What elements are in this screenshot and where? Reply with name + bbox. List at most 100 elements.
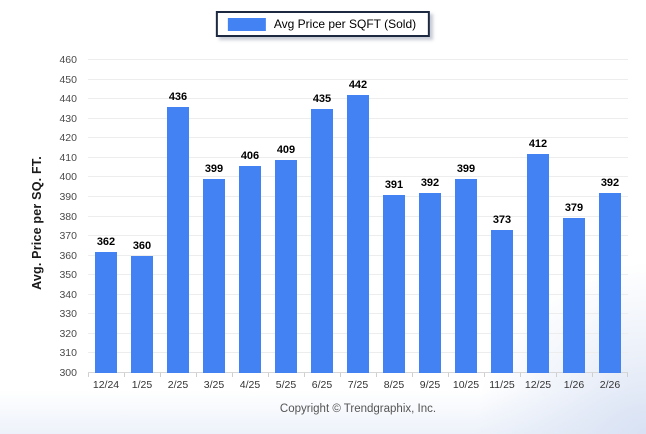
y-tick-label: 330 (59, 308, 77, 321)
bar-slot: 399 10/25 (448, 60, 484, 391)
bar-slot: 360 1/25 (124, 60, 160, 391)
bar-slot: 435 6/25 (304, 60, 340, 391)
bar-slot: 442 7/25 (340, 60, 376, 391)
y-tick-label: 430 (59, 112, 77, 125)
bar[interactable] (563, 218, 585, 373)
x-tick-label: 3/25 (203, 379, 225, 391)
y-tick-label: 380 (59, 210, 77, 223)
bar[interactable] (95, 251, 117, 373)
x-tick-label: 11/25 (489, 379, 515, 391)
y-tick-label: 440 (59, 93, 77, 106)
bar-value-label: 435 (312, 92, 332, 105)
legend-swatch-icon (227, 17, 266, 31)
bar-value-label: 392 (600, 177, 620, 190)
x-tick-label: 1/26 (563, 379, 585, 391)
bar[interactable] (347, 95, 369, 373)
bar[interactable] (239, 165, 261, 373)
x-axis-tick (124, 373, 125, 377)
x-tick-label: 2/25 (167, 379, 189, 391)
y-tick-label: 400 (59, 171, 77, 184)
x-axis-tick (448, 373, 449, 377)
bar[interactable] (275, 159, 297, 373)
bar[interactable] (311, 108, 333, 373)
legend-label: Avg Price per SQFT (Sold) (273, 17, 417, 31)
bar[interactable] (203, 179, 225, 373)
x-tick-label: 4/25 (239, 379, 261, 391)
bar-value-label: 399 (204, 163, 224, 176)
bar[interactable] (527, 153, 549, 373)
y-tick-label: 420 (59, 132, 77, 145)
x-tick-label: 8/25 (383, 379, 405, 391)
bar-slot: 392 9/25 (412, 60, 448, 391)
bar-slot: 412 12/25 (520, 60, 556, 391)
x-axis-tick (412, 373, 413, 377)
bar[interactable] (455, 179, 477, 373)
bar-value-label: 399 (456, 163, 476, 176)
bar-slot: 409 5/25 (268, 60, 304, 391)
bar-value-label: 442 (348, 79, 368, 92)
x-tick-label: 1/25 (131, 379, 153, 391)
x-axis-tick (88, 373, 89, 377)
y-tick-label: 370 (59, 230, 77, 243)
y-tick-label: 300 (59, 367, 77, 379)
bar-value-label: 391 (384, 178, 404, 191)
bar[interactable] (383, 194, 405, 373)
x-axis-tick (627, 373, 628, 377)
y-axis-title: Avg. Price per SQ. FT. (30, 156, 44, 290)
x-axis-tick (268, 373, 269, 377)
gridline (88, 59, 628, 60)
bar-value-label: 373 (492, 214, 512, 227)
bar-slot: 392 2/26 (592, 60, 628, 391)
y-tick-label: 340 (59, 288, 77, 301)
bar-value-label: 436 (168, 90, 188, 103)
y-tick-label: 310 (59, 347, 77, 360)
y-tick-label: 360 (59, 249, 77, 262)
x-tick-label: 7/25 (347, 379, 369, 391)
bar-value-label: 362 (96, 235, 116, 248)
bar-slot: 379 1/26 (556, 60, 592, 391)
bars: 362 12/24 360 1/25 436 2/25 399 3/25 406 4/25 409 5… (88, 60, 628, 391)
y-tick-label: 390 (59, 190, 77, 203)
bar[interactable] (599, 193, 621, 373)
bar-value-label: 379 (564, 202, 584, 215)
x-axis-tick (232, 373, 233, 377)
bar-value-label: 409 (276, 143, 296, 156)
bar[interactable] (131, 255, 153, 373)
bar-value-label: 392 (420, 177, 440, 190)
y-tick-label: 450 (59, 73, 77, 86)
bar-slot: 436 2/25 (160, 60, 196, 391)
x-axis-tick (520, 373, 521, 377)
x-axis-tick (592, 373, 593, 377)
x-axis-tick (484, 373, 485, 377)
legend[interactable]: Avg Price per SQFT (Sold) (215, 11, 431, 37)
bar[interactable] (419, 193, 441, 373)
bar-value-label: 360 (132, 239, 152, 252)
y-tick-label: 460 (59, 54, 77, 66)
plot-area: 300 310 320 330 340 350 360 370 380 390 400 410 420 4… (59, 54, 628, 391)
gridline (88, 78, 628, 80)
bar-slot: 399 3/25 (196, 60, 232, 391)
x-axis-tick (340, 373, 341, 377)
bar[interactable] (167, 106, 189, 373)
y-tick-label: 320 (59, 327, 77, 340)
x-axis-tick (160, 373, 161, 377)
x-tick-label: 9/25 (419, 379, 441, 391)
x-tick-label: 6/25 (311, 379, 333, 391)
bar-value-label: 412 (528, 137, 548, 150)
x-tick-label: 10/25 (452, 379, 480, 391)
bar[interactable] (491, 230, 513, 373)
x-tick-label: 12/24 (92, 379, 120, 391)
bar-slot: 406 4/25 (232, 60, 268, 391)
x-tick-label: 5/25 (275, 379, 297, 391)
y-tick-label: 350 (59, 269, 77, 282)
x-axis-tick (376, 373, 377, 377)
x-axis-tick (196, 373, 197, 377)
x-tick-label: 12/25 (524, 379, 552, 391)
x-tick-label: 2/26 (599, 379, 621, 391)
y-tick-label: 410 (59, 151, 77, 164)
bar-slot: 362 12/24 (88, 60, 124, 391)
copyright-text: Copyright © Trendgraphix, Inc. (279, 403, 437, 415)
x-axis-tick (556, 373, 557, 377)
bar-value-label: 406 (240, 149, 260, 162)
